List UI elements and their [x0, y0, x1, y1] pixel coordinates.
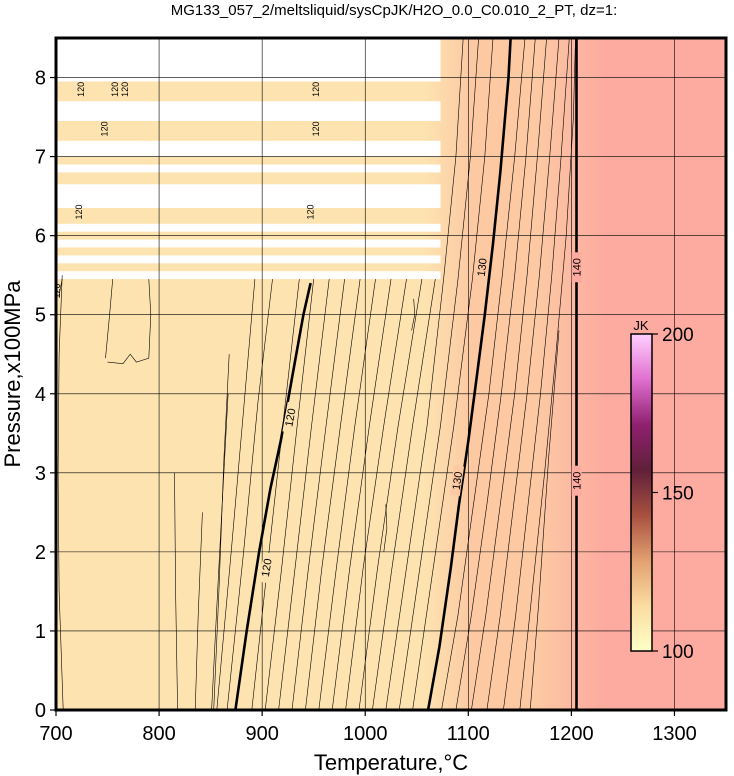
contour-label-small: 120	[74, 204, 84, 219]
contour-label-small: 120	[100, 121, 110, 136]
contour-line-minor	[372, 279, 436, 710]
contour-line-minor	[105, 279, 113, 359]
blank-band	[56, 101, 441, 122]
contour-line-minor	[58, 279, 63, 295]
contour-label: 140	[572, 258, 584, 276]
contour-label-small: 120	[52, 283, 62, 298]
contour-label: 140	[572, 472, 584, 490]
contour-line-minor	[107, 279, 152, 365]
x-tick-label: 1300	[652, 723, 697, 745]
contour-line-minor	[213, 354, 230, 710]
x-tick-label: 1200	[549, 723, 594, 745]
contour-line-minor	[194, 512, 203, 710]
contour-label-small: 120	[306, 204, 316, 219]
contour-line-minor	[331, 279, 392, 710]
contour-line-minor	[291, 279, 345, 710]
y-tick-label: 4	[35, 384, 46, 406]
contour-label-small: 120	[110, 82, 120, 97]
chart-title: MG133_057_2/meltsliquid/sysCpJK/H2O_0.0_…	[171, 2, 618, 19]
contour-label-bg	[449, 465, 465, 497]
y-tick-label: 5	[35, 305, 46, 327]
contour-line-major	[234, 282, 312, 710]
contour-line-minor	[455, 38, 536, 710]
contour-line-minor	[211, 393, 229, 710]
contour-line-minor	[441, 38, 526, 710]
x-tick-label: 700	[39, 723, 72, 745]
contour-label: 130	[476, 258, 490, 278]
x-axis: 700 800 900 1000 1100 1200 1300	[39, 710, 697, 745]
contour-line-minor	[174, 472, 178, 710]
blank-bands	[56, 38, 441, 280]
heatmap-background	[56, 38, 726, 710]
y-tick-label: 6	[35, 226, 46, 248]
contour-label-bg	[259, 552, 274, 584]
y-axis: 0 1 2 3 4 5 6 7 8	[35, 68, 56, 722]
contour-line-minor	[226, 279, 273, 710]
colorbar: JK 100 150 200	[630, 318, 694, 663]
y-tick-label: 3	[35, 463, 46, 485]
contour-line-minor	[411, 298, 416, 331]
y-axis-title: Pressure,x100MPa	[0, 280, 25, 468]
blank-band	[56, 140, 441, 157]
contour-label-small: 120	[311, 121, 321, 136]
contour-line-minor	[57, 275, 64, 710]
major-contours: 120 120 130 130 140 140	[234, 38, 584, 710]
contour-label-bg	[282, 401, 298, 434]
minor-contours	[57, 38, 576, 710]
contour-line-minor	[503, 38, 570, 710]
contour-line-minor	[471, 38, 547, 710]
y-tick-label: 0	[35, 700, 46, 722]
contour-label: 120	[260, 558, 275, 578]
contour-line-minor	[305, 279, 361, 710]
blank-band	[56, 184, 441, 208]
contour-label-small: 120	[76, 82, 86, 97]
y-tick-label: 8	[35, 68, 46, 90]
colorbar-label: JK	[633, 318, 649, 333]
blank-band	[56, 164, 441, 173]
contour-line-minor	[345, 279, 407, 710]
contour-line-minor	[529, 330, 560, 710]
x-axis-title: Temperature,°C	[314, 750, 468, 775]
x-tick-label: 1100	[447, 723, 490, 745]
plot-frame	[54, 36, 728, 712]
colorbar-tick-label: 100	[662, 642, 694, 663]
contour-line-minor	[216, 279, 256, 710]
contour-label-bg	[571, 252, 582, 283]
contour-line-minor	[385, 38, 464, 710]
colorbar-gradient	[630, 333, 653, 652]
contour-label-small: 120	[311, 82, 321, 97]
contour-label-bg	[571, 465, 582, 496]
blank-band	[56, 239, 441, 248]
contour-label-bg	[475, 251, 489, 283]
contour-line-minor	[519, 38, 576, 710]
colorbar-tick-label: 200	[662, 325, 694, 346]
contour-line-minor	[412, 38, 494, 710]
colorbar-tick-label: 150	[662, 484, 694, 505]
contour-line-minor	[278, 279, 330, 710]
contour-label-small: 120	[120, 82, 130, 97]
blank-band	[56, 271, 441, 280]
blank-band	[56, 255, 441, 264]
x-tick-label: 1000	[343, 723, 388, 745]
blank-band	[56, 38, 441, 82]
contour-line-minor	[318, 279, 376, 710]
y-tick-label: 2	[35, 542, 46, 564]
contour-line-minor	[486, 38, 560, 710]
contour-line-major	[426, 38, 512, 710]
y-tick-label: 1	[35, 621, 46, 643]
x-tick-label: 900	[245, 723, 278, 745]
contour-label: 120	[283, 408, 298, 428]
x-tick-label: 800	[142, 723, 175, 745]
contour-line-minor	[398, 38, 479, 710]
contour-line-minor	[358, 279, 423, 710]
contour-line-minor	[264, 279, 314, 710]
contour-line-minor	[251, 279, 300, 710]
y-tick-label: 7	[35, 147, 46, 169]
contour-line-minor	[383, 504, 388, 552]
blank-band	[56, 223, 441, 232]
contour-label: 130	[451, 471, 466, 491]
